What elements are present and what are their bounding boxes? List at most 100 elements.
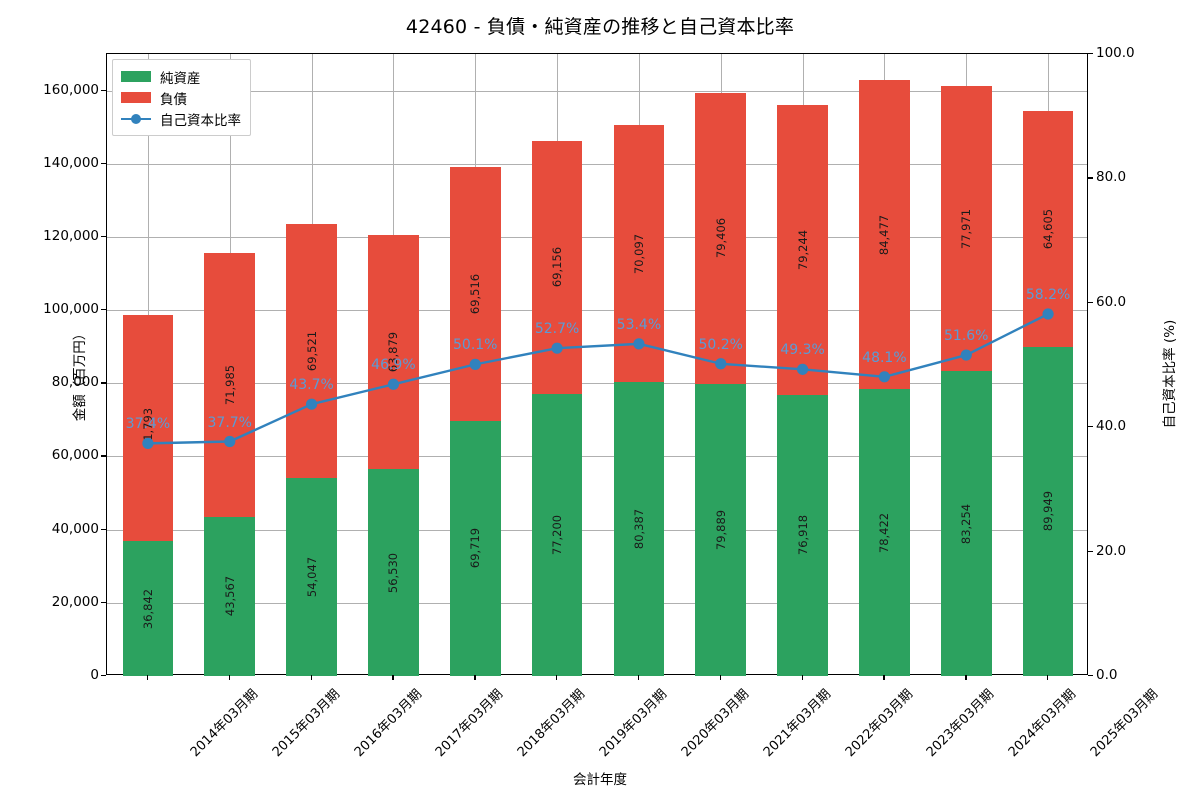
bar-segment-liabilities[interactable] [204, 253, 256, 517]
y-axis-right-tick-label: 20.0 [1096, 542, 1127, 559]
y-axis-left-tick-label: 160,000 [43, 81, 99, 98]
ratio-data-point[interactable] [551, 342, 563, 354]
chart-legend[interactable]: 純資産 負債 自己資本比率 [112, 59, 251, 136]
x-axis-tick-label: 2015年03月期 [269, 686, 343, 761]
bar-segment-liabilities[interactable] [122, 315, 174, 542]
x-axis-tick-label: 2021年03月期 [760, 686, 834, 761]
y-axis-left-tick-label: 60,000 [51, 447, 99, 464]
y-axis-left-tick-mark [101, 601, 106, 604]
y-axis-left-tick-label: 140,000 [43, 154, 99, 171]
x-axis-tick-mark [719, 675, 722, 680]
y-axis-left-tick-label: 20,000 [51, 593, 99, 610]
x-axis-tick-mark [392, 675, 394, 680]
y-axis-right-tick-mark [1088, 53, 1093, 55]
legend-label-net-assets: 純資産 [160, 70, 201, 87]
ratio-line-series [142, 308, 1054, 449]
legend-item-net-assets[interactable]: 純資産 [121, 66, 241, 87]
x-axis-tick-label: 2020年03月期 [678, 686, 752, 761]
y-axis-right-tick-mark [1088, 426, 1093, 428]
y-axis-right-tick-label: 100.0 [1096, 45, 1135, 61]
x-axis-tick-mark [556, 675, 558, 680]
ratio-data-point[interactable] [960, 349, 972, 361]
x-axis-tick-label: 2023年03月期 [924, 686, 998, 761]
x-axis-tick-mark [474, 675, 476, 680]
y-axis-left-tick-label: 100,000 [43, 301, 99, 318]
ratio-data-point[interactable] [305, 398, 318, 410]
bar-segment-liabilities[interactable] [449, 166, 501, 421]
y-axis-right-tick-label: 40.0 [1096, 418, 1127, 435]
bar-segment-net-assets[interactable] [286, 478, 337, 676]
plot-area: 36,842 61,793 43,567 71,985 54,047 69,521 56,5… [106, 53, 1088, 676]
x-axis-title: 会計年度 [573, 772, 627, 788]
x-axis-tick-mark [637, 675, 640, 680]
x-axis-tick-mark [883, 675, 885, 680]
x-axis-tick-mark [310, 675, 312, 680]
legend-item-equity-ratio[interactable]: 自己資本比率 [121, 108, 241, 129]
y-axis-left-tick-label: 0 [90, 667, 99, 683]
legend-item-liabilities[interactable]: 負債 [121, 87, 241, 108]
bar-segment-liabilities[interactable] [1022, 110, 1074, 347]
y-axis-right-tick-label: 0.0 [1096, 667, 1118, 683]
ratio-data-point[interactable] [387, 378, 400, 390]
ratio-data-point[interactable] [633, 338, 645, 350]
ratio-data-point[interactable] [469, 358, 481, 370]
ratio-data-point[interactable] [142, 437, 154, 449]
bar-segment-net-assets[interactable] [122, 541, 174, 676]
y-axis-left-tick-mark [101, 309, 106, 311]
bar-segment-net-assets[interactable] [613, 381, 665, 676]
y-axis-left-tick-mark [101, 675, 106, 677]
bar-segment-net-assets[interactable] [531, 393, 583, 676]
gridline-horizontal [107, 163, 1087, 165]
y-axis-right-title: 自己資本比率 (%) [1162, 319, 1178, 429]
bar-segment-net-assets[interactable] [777, 394, 828, 676]
legend-swatch-red [121, 92, 151, 103]
x-axis-tick-label: 2019年03月期 [596, 686, 671, 761]
bar-segment-net-assets[interactable] [695, 383, 747, 676]
legend-line-marker-blue [121, 113, 151, 124]
ratio-data-point[interactable] [224, 435, 236, 448]
gridline-horizontal [107, 236, 1087, 238]
bar-segment-liabilities[interactable] [286, 223, 337, 479]
gridline-horizontal [107, 383, 1087, 385]
x-axis-tick-mark [1047, 675, 1049, 680]
x-axis-tick-label: 2017年03月期 [433, 686, 507, 761]
ratio-data-point[interactable] [1042, 308, 1054, 320]
bar-segment-liabilities[interactable] [368, 235, 419, 470]
bar-segment-liabilities[interactable] [859, 79, 910, 390]
bar-segment-net-assets[interactable] [368, 469, 419, 676]
y-axis-left-tick-label: 80,000 [51, 374, 99, 391]
ratio-data-point[interactable] [878, 371, 891, 383]
chart-title: 42460 - 負債・純資産の推移と自己資本比率 [405, 16, 795, 38]
gridline-horizontal [107, 90, 1087, 92]
y-axis-left-tick-mark [101, 235, 106, 238]
ratio-data-point[interactable] [796, 363, 809, 375]
y-axis-left-tick-mark [101, 162, 106, 165]
bar-segment-net-assets[interactable] [940, 371, 992, 676]
y-axis-left-tick-mark [101, 455, 106, 457]
bar-segment-liabilities[interactable] [695, 93, 747, 384]
y-axis-left-tick-mark [101, 89, 106, 91]
x-axis-tick-label: 2022年03月期 [842, 686, 916, 761]
bar-segment-liabilities[interactable] [940, 86, 992, 372]
bar-segment-net-assets[interactable] [859, 389, 910, 676]
bar-segment-net-assets[interactable] [449, 420, 501, 676]
y-axis-left-tick-mark [101, 528, 106, 530]
ratio-data-point[interactable] [715, 358, 727, 370]
y-axis-right-tick-mark [1088, 301, 1093, 304]
x-axis-tick-label: 2014年03月期 [187, 686, 261, 761]
gridline-horizontal [107, 529, 1087, 531]
x-axis-tick-label: 2024年03月期 [1006, 686, 1080, 761]
bar-segment-net-assets[interactable] [204, 516, 256, 676]
legend-swatch-green [121, 71, 151, 82]
bar-segment-liabilities[interactable] [777, 104, 828, 395]
legend-label-liabilities: 負債 [160, 91, 187, 108]
x-axis-tick-mark [801, 675, 803, 680]
y-axis-left-title: 金額（百万円） [72, 326, 88, 422]
x-axis-tick-label: 2018年03月期 [515, 686, 589, 761]
bar-segment-net-assets[interactable] [1022, 346, 1074, 676]
y-axis-right-tick-mark [1088, 177, 1093, 179]
gridline-horizontal [107, 456, 1087, 458]
y-axis-left-tick-mark [101, 382, 106, 384]
ratio-line-path [146, 312, 1050, 445]
